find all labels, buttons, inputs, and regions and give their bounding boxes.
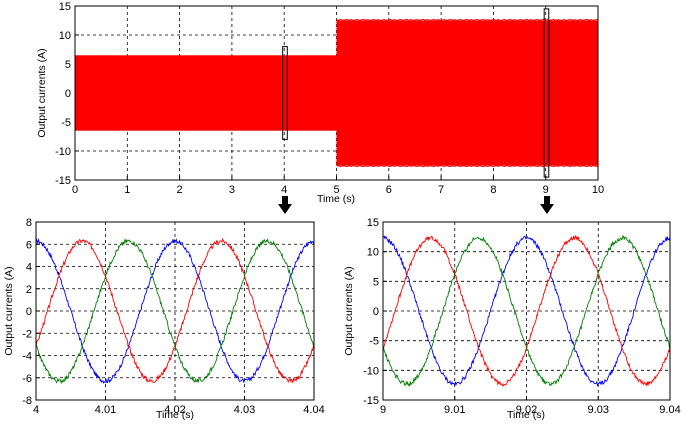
- x-tick-label: 9.01: [444, 404, 465, 416]
- plot-frame: [74, 5, 599, 181]
- y-tick-label: 5: [373, 276, 379, 288]
- envelope-ripple-bottom: [336, 164, 598, 168]
- grid: [383, 222, 670, 400]
- x-tick-label: 0: [72, 184, 78, 196]
- y-tick-label: -10: [55, 146, 71, 158]
- x-tick-label: 9.02: [516, 404, 537, 416]
- y-tick-label: 5: [65, 59, 71, 71]
- phase-current-line-3: [383, 235, 670, 387]
- zoom-window-marker: [543, 8, 550, 178]
- x-tick-label: 2: [177, 184, 183, 196]
- x-tick-label: 1: [124, 184, 130, 196]
- y-tick-label: -6: [22, 373, 32, 385]
- y-tick-label: 0: [26, 306, 32, 318]
- y-tick-label: 15: [367, 217, 379, 229]
- top-chart: 0 1 2 3 4 5 6 7 8 9 10 15 10 5 0 -5 -10 -15 Time (s) Output…: [36, 1, 604, 205]
- y-tick-label: 6: [26, 239, 32, 251]
- y-tick-label: -10: [363, 365, 379, 377]
- y-tick-label: -2: [22, 328, 32, 340]
- zoom-window-marker: [282, 46, 288, 140]
- x-tick-label: 7: [438, 184, 444, 196]
- phase-current-line-3: [36, 238, 314, 385]
- y-tick-label: -5: [61, 117, 71, 129]
- y-tick-label: -15: [363, 395, 379, 407]
- x-tick-label: 4.04: [303, 404, 324, 416]
- envelope-segment: [336, 20, 598, 166]
- y-axis-label: Output currents (A): [3, 266, 15, 355]
- x-tick-label: 9.03: [588, 404, 609, 416]
- envelope-ripple-top: [336, 18, 598, 22]
- y-tick-label: 0: [65, 88, 71, 100]
- x-tick-label: 9: [543, 184, 549, 196]
- current-envelope: [75, 18, 598, 168]
- x-tick-label: 3: [229, 184, 235, 196]
- down-arrow-icon: [540, 196, 554, 214]
- y-tick-label: -4: [22, 351, 32, 363]
- x-tick-label: 4.02: [164, 404, 185, 416]
- y-tick-label: 10: [59, 30, 71, 42]
- y-tick-label: 4: [26, 262, 32, 274]
- x-axis-label: Time (s): [507, 409, 545, 421]
- y-tick-label: 10: [367, 247, 379, 259]
- grid: [36, 222, 314, 400]
- x-tick-label: 4: [33, 404, 39, 416]
- x-tick-label: 9.04: [659, 404, 680, 416]
- x-tick-label: 10: [592, 184, 604, 196]
- x-tick-label: 6: [386, 184, 392, 196]
- y-tick-label: 15: [59, 1, 71, 13]
- zoom-arrows: [278, 196, 554, 214]
- plot-frame: [382, 221, 671, 401]
- x-tick-label: 4.01: [95, 404, 116, 416]
- x-axis-label: Time (s): [317, 193, 355, 205]
- x-tick-label: 9: [380, 404, 386, 416]
- y-axis-label: Output currents (A): [343, 266, 355, 355]
- zoom-chart-4s: 4 4.01 4.02 4.03 4.04 8 6 4 2 0 -2 -4 -6 -8 Time (s) Ou…: [3, 217, 325, 421]
- x-axis-label: Time (s): [156, 409, 194, 421]
- y-tick-label: 8: [26, 217, 32, 229]
- waveforms: [36, 237, 314, 385]
- y-tick-label: -8: [22, 395, 32, 407]
- zoom-chart-9s: 9 9.01 9.02 9.03 9.04 15 10 5 0 -5 -10 -15 Time (s) O…: [343, 217, 681, 421]
- waveforms: [383, 234, 670, 388]
- x-tick-label: 4: [281, 184, 287, 196]
- phase-current-line-1: [383, 235, 670, 388]
- y-tick-label: -5: [369, 336, 379, 348]
- y-axis-label: Output currents (A): [36, 48, 48, 137]
- x-tick-label: 4.03: [234, 404, 255, 416]
- phase-current-line-2: [383, 234, 670, 387]
- x-tick-label: 8: [490, 184, 496, 196]
- y-tick-label: 0: [373, 306, 379, 318]
- envelope-segment: [75, 55, 337, 131]
- y-tick-label: -15: [55, 175, 71, 187]
- x-tick-label: 5: [333, 184, 339, 196]
- plot-frame: [35, 221, 315, 401]
- y-tick-label: 2: [26, 284, 32, 296]
- down-arrow-icon: [278, 196, 292, 214]
